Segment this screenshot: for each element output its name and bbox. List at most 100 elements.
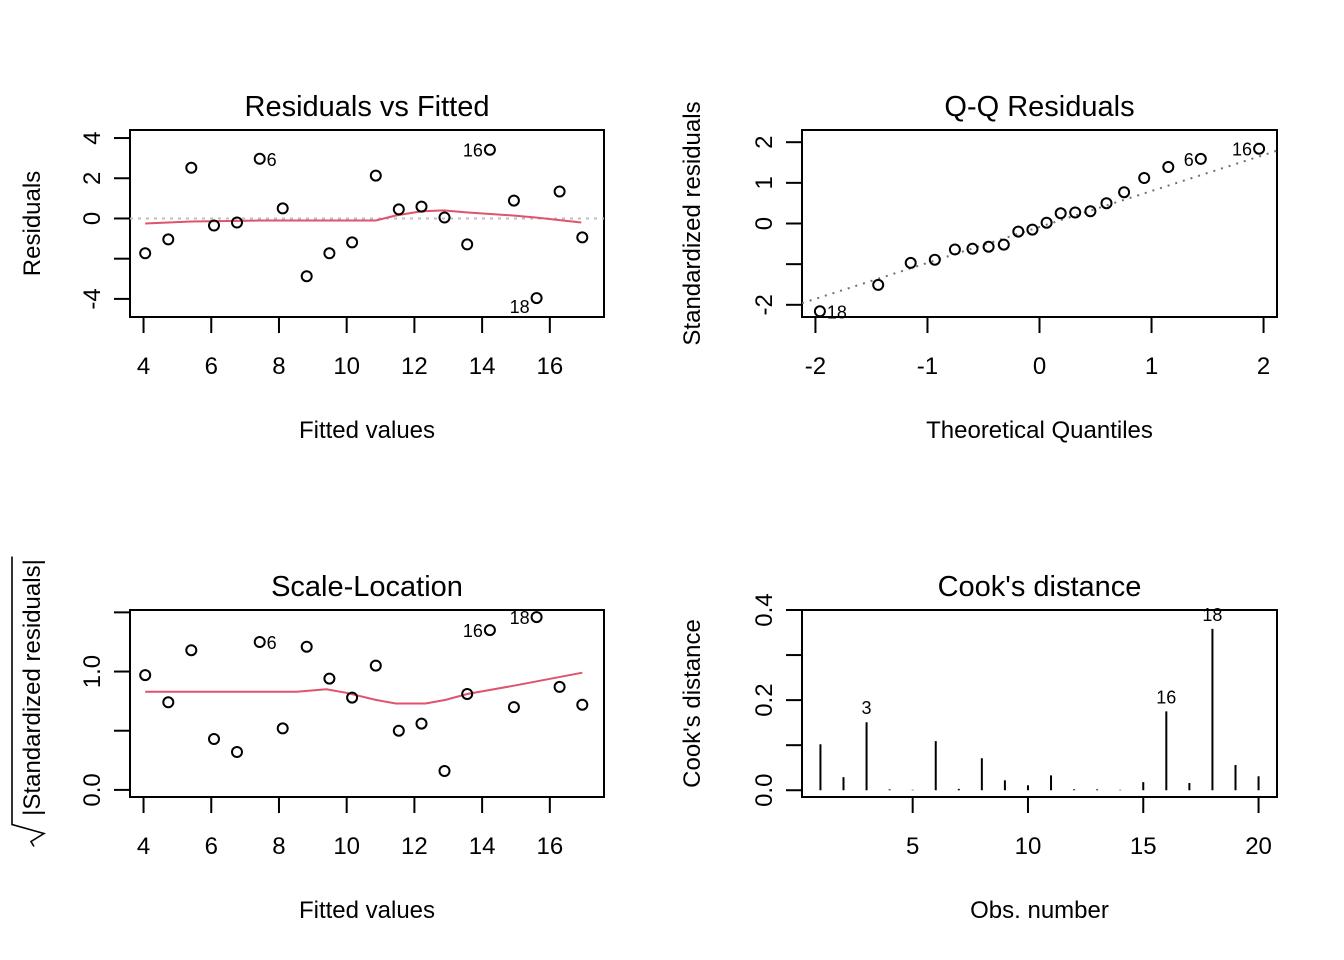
data-point: [208, 733, 220, 745]
y-axis-title: Residuals: [19, 171, 46, 276]
point-label: 16: [463, 621, 483, 641]
data-point: [1069, 206, 1082, 219]
x-tick-label: 12: [401, 353, 428, 380]
data-point: [300, 640, 313, 653]
data-point: [300, 270, 313, 283]
data-point: [507, 194, 520, 207]
x-tick-label: 5: [906, 833, 919, 860]
plot-area: [139, 611, 589, 777]
data-point: [253, 152, 266, 165]
y-axis-title: Standardized residuals: [679, 101, 706, 345]
data-point: [576, 231, 589, 244]
y-tick-label: 0.0: [751, 774, 778, 807]
x-tick-label: 4: [137, 833, 150, 860]
data-point: [982, 240, 995, 253]
x-tick-label: 6: [205, 833, 218, 860]
data-point: [231, 746, 243, 758]
scale-location-panel: Scale-Location 4 6 8 10 12 14 16 0.0 1.0 Fitted va…: [11, 556, 605, 924]
data-point: [1118, 186, 1131, 199]
data-point: [553, 185, 566, 198]
point-label: 18: [827, 302, 847, 322]
x-tick-label: 8: [272, 353, 285, 380]
data-point: [369, 169, 382, 182]
x-tick-label: 4: [137, 353, 150, 380]
data-point: [461, 688, 474, 700]
residuals-vs-fitted-panel: Residuals vs Fitted 4 6 8 10 12 14 16 -4 0 2 4 Fitte…: [19, 91, 605, 444]
data-point: [162, 696, 175, 709]
data-point: [415, 717, 428, 730]
y-tick-label: 4: [79, 131, 106, 144]
plot-area: [819, 628, 1260, 791]
point-label: 6: [267, 150, 277, 170]
data-point: [276, 722, 289, 735]
data-point: [1084, 205, 1097, 218]
point-label: 6: [267, 633, 277, 653]
y-tick-label: 1.0: [79, 655, 106, 688]
data-point: [323, 247, 336, 260]
data-point: [507, 701, 520, 714]
data-point: [185, 161, 198, 174]
point-label: 16: [463, 141, 483, 161]
chart-title: Residuals vs Fitted: [245, 91, 490, 123]
y-tick-label: 0: [751, 217, 778, 230]
data-point: [904, 256, 917, 269]
data-point: [997, 238, 1010, 251]
plot-area: [802, 142, 1277, 317]
data-point: [813, 305, 826, 317]
x-tick-label: 12: [401, 833, 428, 860]
x-axis-title: Fitted values: [299, 417, 435, 444]
point-label: 16: [1232, 140, 1252, 160]
y-tick-label: 2: [751, 136, 778, 149]
data-point: [346, 236, 359, 249]
plot-box: [801, 609, 1278, 798]
smoother-line: [145, 671, 583, 705]
y-tick-label: -4: [79, 288, 106, 309]
x-axis-title: Obs. number: [970, 897, 1109, 924]
data-point: [1040, 216, 1053, 229]
qq-reference-line: [802, 149, 1277, 305]
data-point: [1253, 142, 1266, 155]
data-point: [483, 624, 496, 637]
data-point: [553, 680, 566, 693]
bar-label: 3: [862, 698, 872, 718]
data-point: [1138, 172, 1151, 184]
data-point: [208, 219, 220, 232]
point-label: 18: [510, 608, 530, 628]
data-point: [438, 765, 451, 777]
data-point: [392, 203, 405, 216]
x-tick-label: -2: [805, 353, 826, 380]
data-point: [1026, 223, 1039, 236]
data-point: [253, 636, 266, 648]
smoother-line: [145, 209, 582, 225]
data-point: [1054, 207, 1067, 220]
data-point: [185, 644, 198, 657]
x-tick-label: 0: [1033, 353, 1046, 380]
data-point: [1194, 152, 1207, 165]
data-point: [948, 243, 961, 256]
data-point: [438, 211, 451, 224]
data-point: [1012, 225, 1025, 238]
data-point: [1162, 161, 1175, 173]
x-tick-label: 6: [205, 353, 218, 380]
x-tick-label: 16: [536, 353, 563, 380]
data-point: [392, 724, 405, 737]
plot-area: [130, 143, 604, 305]
x-tick-label: 14: [469, 353, 496, 380]
data-point: [461, 238, 474, 251]
point-label: 18: [510, 297, 530, 317]
y-tick-label: 1: [751, 176, 778, 189]
data-point: [369, 659, 382, 672]
data-point: [162, 233, 175, 246]
data-point: [323, 672, 336, 685]
data-point: [1100, 197, 1113, 210]
plot-box: [801, 129, 1278, 318]
x-tick-label: 10: [333, 353, 360, 380]
bar-label: 18: [1202, 605, 1222, 625]
data-point: [530, 292, 543, 305]
y-tick-label: 0.0: [79, 773, 106, 806]
qq-residuals-panel: Q-Q Residuals -2 -1 0 1 2 -2 0 1 2 Theoretical Qua…: [679, 91, 1278, 444]
chart-title: Cook's distance: [938, 571, 1142, 603]
x-tick-label: 1: [1145, 353, 1158, 380]
plot-box: [129, 609, 605, 798]
